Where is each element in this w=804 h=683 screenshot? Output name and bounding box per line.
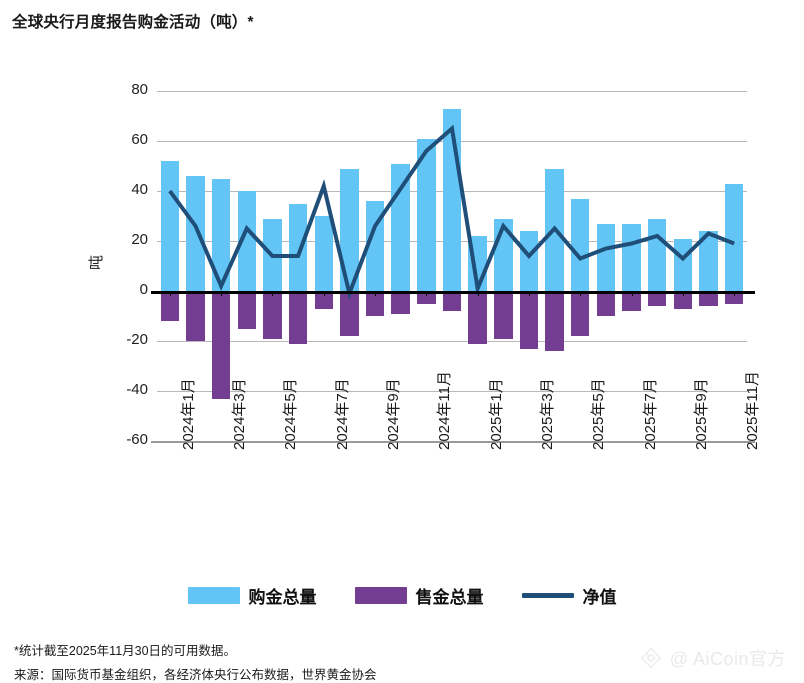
x-axis-tick: [528, 291, 530, 296]
y-tick-label: -60: [126, 431, 148, 448]
bar-purchase: [365, 201, 385, 291]
x-axis-tick: [682, 291, 684, 296]
bar-purchase: [519, 231, 539, 291]
bar-sale: [494, 291, 513, 339]
bar-purchase: [699, 231, 718, 291]
bar-purchase: [211, 178, 231, 291]
y-tick-label: 80: [131, 81, 148, 98]
chart-legend: 购金总量 售金总量 净值: [0, 583, 804, 608]
bar-sale: [211, 291, 231, 399]
x-axis-tick: [477, 291, 479, 296]
x-axis-tick: [272, 291, 274, 296]
diamond-logo-icon: [640, 647, 662, 669]
y-tick-label: 20: [131, 231, 148, 248]
x-axis-tick: [169, 291, 171, 296]
gridline: [157, 91, 747, 92]
bar-purchase: [314, 216, 333, 291]
bar-sale: [519, 291, 539, 349]
bar-sale: [596, 291, 616, 316]
legend-line-marker: [521, 593, 574, 598]
bar-purchase: [417, 138, 436, 291]
bar-sale: [699, 291, 718, 306]
bar-purchase: [237, 191, 257, 291]
bar-purchase: [288, 203, 308, 291]
bar-sale: [622, 291, 641, 311]
bar-sale: [391, 291, 410, 314]
page-title: 全球央行月度报告购金活动（吨）*: [12, 14, 254, 31]
gridline: [157, 341, 747, 342]
net-value-polyline: [168, 124, 735, 301]
bar-sale: [673, 291, 693, 309]
x-axis-tick: [426, 291, 428, 296]
x-axis-tick: [734, 291, 736, 296]
bar-sale: [365, 291, 385, 316]
x-axis-tick: [375, 291, 377, 296]
bar-sale: [442, 291, 462, 311]
bar-sale: [571, 291, 590, 336]
x-axis-tick: [631, 291, 633, 296]
bar-sale: [314, 291, 333, 309]
bar-sale: [340, 291, 359, 336]
footnote-data-cutoff: *统计截至2025年11月30日的可用数据。: [14, 644, 237, 658]
bar-sale: [647, 291, 667, 306]
bar-purchase: [186, 176, 205, 291]
bar-sale: [263, 291, 282, 339]
gridline: [157, 391, 747, 392]
bar-sale: [237, 291, 257, 329]
bar-purchase: [596, 223, 616, 291]
x-axis-tick: [221, 291, 223, 296]
bar-sale: [417, 291, 436, 304]
y-tick-label: 0: [139, 281, 148, 298]
bar-sale: [288, 291, 308, 344]
watermark-text: @ AiCoin官方: [669, 649, 786, 669]
legend-label: 售金总量: [415, 588, 484, 607]
legend-item[interactable]: 净值: [521, 583, 617, 608]
y-axis-title: 吨: [88, 254, 106, 271]
x-axis-tick: [580, 291, 582, 296]
footnote-source: 来源：国际货币基金组织，各经济体央行公布数据，世界黄金协会: [14, 668, 377, 682]
legend-color-swatch: [354, 587, 407, 604]
bar-purchase: [571, 198, 590, 291]
bar-purchase: [160, 161, 180, 291]
bar-sale: [160, 291, 180, 321]
y-tick-label: -40: [126, 381, 148, 398]
legend-item[interactable]: 售金总量: [354, 583, 484, 608]
bar-sale: [468, 291, 487, 344]
zero-baseline: [151, 291, 755, 294]
bar-sale: [724, 291, 744, 304]
bar-purchase: [340, 168, 359, 291]
bar-sale: [545, 291, 564, 351]
legend-item[interactable]: 购金总量: [187, 583, 317, 608]
watermark: @ AiCoin官方: [639, 645, 786, 671]
y-tick-label: -20: [126, 331, 148, 348]
net-value-line: [168, 124, 735, 301]
x-axis-line: [151, 441, 755, 443]
x-axis-tick: [323, 291, 325, 296]
bar-sale: [186, 291, 205, 341]
legend-color-swatch: [187, 587, 240, 604]
bar-purchase: [724, 183, 744, 291]
chart-plot-area: [151, 91, 755, 443]
legend-label: 购金总量: [248, 588, 317, 607]
y-tick-label: 60: [131, 131, 148, 148]
legend-label: 净值: [582, 588, 617, 607]
y-tick-label: 40: [131, 181, 148, 198]
